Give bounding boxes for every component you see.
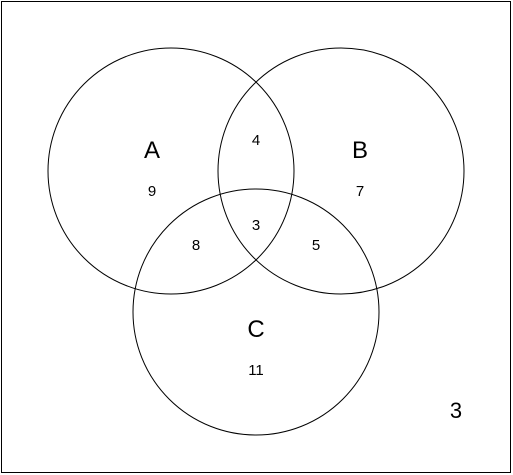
set-b-label: B xyxy=(352,137,368,164)
a-b-c-intersection-count: 3 xyxy=(252,217,260,234)
set-a-label: A xyxy=(144,137,160,164)
b-only-count: 7 xyxy=(356,183,364,200)
set-c-circle xyxy=(132,188,380,436)
set-a-circle xyxy=(47,47,295,295)
c-only-count: 11 xyxy=(248,362,264,379)
a-b-intersection-count: 4 xyxy=(252,132,260,149)
a-only-count: 9 xyxy=(148,183,156,200)
set-b-circle xyxy=(217,47,465,295)
outside-count: 3 xyxy=(450,398,462,423)
b-c-intersection-count: 5 xyxy=(312,237,320,254)
set-c-label: C xyxy=(247,316,264,343)
a-c-intersection-count: 8 xyxy=(192,237,200,254)
